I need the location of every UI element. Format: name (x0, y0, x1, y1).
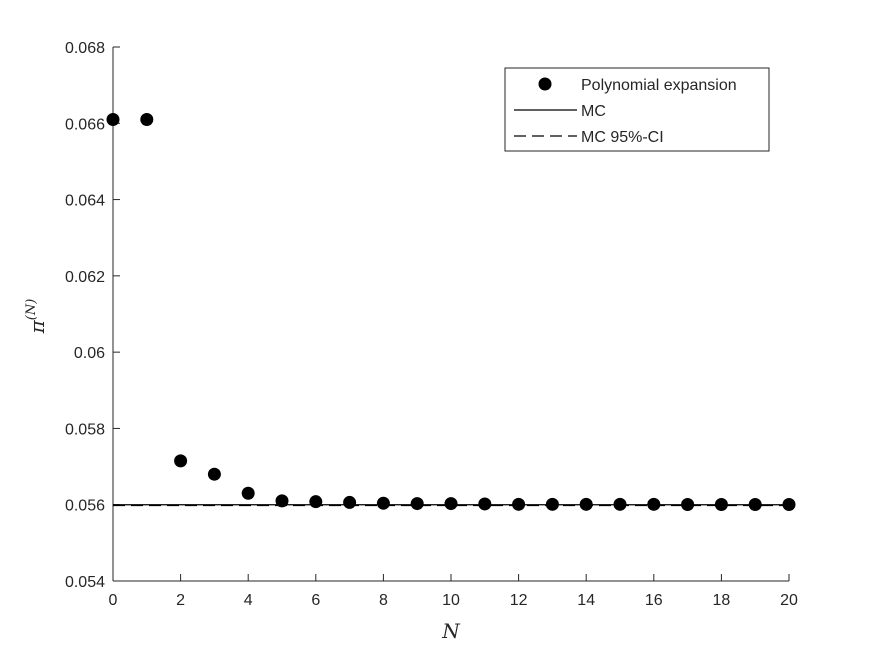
data-point (444, 497, 458, 511)
data-point (410, 497, 424, 511)
x-tick-label: 10 (442, 592, 460, 609)
data-point (647, 497, 661, 511)
y-tick-label: 0.062 (65, 269, 105, 286)
x-tick-label: 6 (311, 592, 320, 609)
plot-area (106, 112, 796, 512)
x-tick-label: 8 (379, 592, 388, 609)
y-tick-label: 0.058 (65, 421, 105, 438)
x-tick-label: 12 (510, 592, 528, 609)
data-point (275, 494, 289, 508)
x-tick-label: 2 (176, 592, 185, 609)
y-tick-label: 0.054 (65, 574, 105, 591)
y-tick-label: 0.068 (65, 40, 105, 57)
legend: Polynomial expansion MC MC 95%-CI (504, 67, 770, 152)
x-tick-label: 18 (713, 592, 731, 609)
legend-label-mc: MC (581, 103, 606, 120)
data-point (309, 495, 323, 509)
x-tick-label: 14 (577, 592, 595, 609)
axes: 0 2 4 6 8 10 12 14 16 18 20 0.054 0.056 0.058 0.06 0.06… (65, 40, 798, 609)
x-axis-label: N (441, 619, 461, 643)
x-tick-label: 4 (244, 592, 253, 609)
y-tick-label: 0.056 (65, 498, 105, 515)
y-axis-label-superscript: (N) (24, 299, 39, 321)
x-tick-label: 20 (780, 592, 798, 609)
y-axis-label: π(N) (24, 299, 49, 335)
legend-label-polynomial-expansion: Polynomial expansion (581, 77, 737, 94)
data-point (207, 467, 221, 481)
data-point (343, 495, 357, 509)
data-point (748, 498, 762, 512)
x-tick-label: 0 (109, 592, 118, 609)
data-point (241, 486, 255, 500)
data-point (106, 112, 120, 126)
data-point (782, 498, 796, 512)
data-point (478, 497, 492, 511)
data-point (714, 498, 728, 512)
data-point (579, 497, 593, 511)
y-tick-label: 0.06 (74, 345, 105, 362)
data-point (140, 112, 154, 126)
data-point (512, 497, 526, 511)
legend-marker-polynomial-expansion (538, 77, 552, 91)
y-tick-label: 0.066 (65, 116, 105, 133)
data-point (174, 454, 188, 468)
data-point (545, 497, 559, 511)
y-tick-label: 0.064 (65, 193, 105, 210)
legend-label-mc-95-ci: MC 95%-CI (581, 129, 664, 146)
data-point (681, 498, 695, 512)
data-point (376, 496, 390, 510)
y-axis-label-base: π (25, 319, 49, 334)
data-point (613, 497, 627, 511)
x-tick-label: 16 (645, 592, 663, 609)
